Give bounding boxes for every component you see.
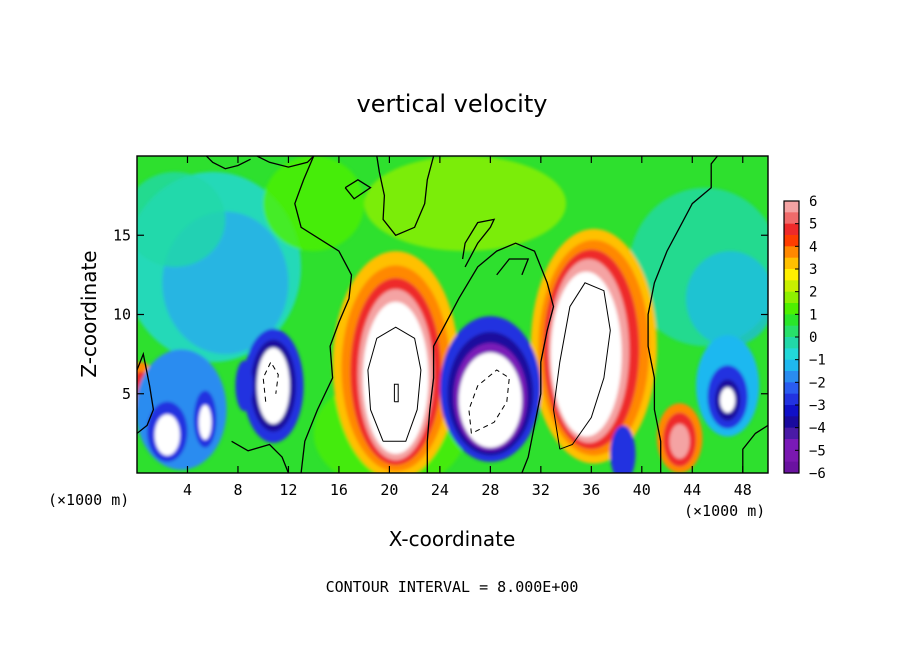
x-tick-label: 40 <box>633 481 651 499</box>
field-lime-zone <box>364 156 567 252</box>
colorbar-label: 6 <box>809 194 817 210</box>
colorbar-label: 0 <box>809 330 817 346</box>
contour-inner-updraft2 <box>552 282 611 450</box>
colorbar-swatch <box>784 450 799 463</box>
downdraft-left3-blue <box>235 360 254 412</box>
colorbar-swatch <box>784 382 799 395</box>
x-axis: 4 8 12 16 20 24 28 32 36 40 44 48 <box>183 156 752 499</box>
colorbar-label: 1 <box>809 307 817 323</box>
colorbar-swatch <box>784 269 799 281</box>
colorbar-label: 2 <box>809 285 817 301</box>
contour-small-top <box>344 179 372 200</box>
colorbar-swatch <box>784 461 799 474</box>
colorbar: 6 5 4 3 2 1 0 −1 −2 −3 −4 −5 −6 <box>783 194 826 482</box>
colorbar-label: −3 <box>809 398 826 414</box>
colorbar-swatch <box>784 359 799 372</box>
colorbar-label: 5 <box>809 217 817 233</box>
downdraft-left2-core <box>198 404 212 440</box>
contour-inner-updraft <box>367 326 422 442</box>
colorbar-swatch <box>784 223 799 236</box>
colorbar-label: −2 <box>809 375 826 391</box>
y-axis: 5 10 15 <box>113 226 768 403</box>
colorbar-swatch <box>784 393 799 406</box>
x-axis-title: X-coordinate <box>389 527 516 551</box>
contour-interval-footer: CONTOUR INTERVAL = 8.000E+00 <box>326 578 579 596</box>
x-tick-label: 20 <box>380 481 398 499</box>
y-tick-label: 5 <box>122 385 131 403</box>
y-tick-label: 10 <box>113 306 131 324</box>
contour-tiny-core <box>393 383 399 403</box>
downdraft-core <box>458 352 522 448</box>
x-tick-label: 12 <box>279 481 297 499</box>
colorbar-swatch <box>784 257 799 270</box>
x-tick-label: 32 <box>532 481 550 499</box>
colorbar-swatch <box>784 314 799 327</box>
x-unit-left: (×1000 m) <box>48 491 129 509</box>
contour-zero-right <box>647 156 719 473</box>
colorbar-swatch <box>784 416 799 429</box>
x-unit-right: (×1000 m) <box>684 502 765 520</box>
colorbar-swatch <box>784 246 799 259</box>
field-light-green <box>263 156 365 252</box>
colorbar-swatch <box>784 212 799 225</box>
colorbar-swatch <box>784 427 799 440</box>
colorbar-label: −5 <box>809 443 826 459</box>
contour-filament <box>461 218 496 268</box>
colorbar-swatch <box>784 371 799 383</box>
colorbar-label: 4 <box>809 239 817 255</box>
colorbar-swatch <box>784 325 799 338</box>
contour-dotted-mid <box>496 258 530 276</box>
contour-top-2 <box>256 156 315 168</box>
x-tick-label: 8 <box>233 481 242 499</box>
x-tick-label: 16 <box>330 481 348 499</box>
y-tick-label: 15 <box>113 226 131 244</box>
colorbar-swatch <box>784 405 799 417</box>
colorbar-swatch <box>784 235 799 247</box>
x-tick-label: 44 <box>683 481 701 499</box>
x-tick-label: 4 <box>183 481 192 499</box>
colorbar-swatch <box>784 291 799 304</box>
colorbar-label: 3 <box>809 262 817 278</box>
colorbar-swatch <box>784 348 799 361</box>
contour-zero-left <box>294 156 353 473</box>
downdraft-left-core <box>154 414 180 456</box>
contour-inner-downdraft <box>468 369 510 434</box>
contour-lines <box>137 156 768 473</box>
x-tick-label: 36 <box>582 481 600 499</box>
y-axis-title: Z-coordinate <box>77 250 101 377</box>
updraft3-pink <box>669 423 690 459</box>
downdraft2-core <box>256 347 290 424</box>
field-teal-zone <box>137 171 226 267</box>
contour-edge-left <box>137 351 155 434</box>
colorbar-swatch <box>784 337 799 349</box>
colorbar-label: −1 <box>809 353 826 369</box>
downdraft3-core <box>720 387 736 413</box>
field-blue-right <box>685 251 768 347</box>
x-tick-label: 24 <box>431 481 449 499</box>
chart-title: vertical velocity <box>357 90 548 118</box>
heatmap-field <box>137 156 768 473</box>
colorbar-label: −6 <box>809 466 826 482</box>
colorbar-swatch <box>784 280 799 293</box>
contour-bottom-right <box>742 424 768 473</box>
x-tick-label: 28 <box>481 481 499 499</box>
colorbar-swatch <box>784 303 799 315</box>
contour-bottom-left <box>231 440 290 473</box>
x-tick-label: 48 <box>734 481 752 499</box>
updraft-core <box>362 301 429 454</box>
colorbar-swatch <box>784 439 799 451</box>
contour-top-left <box>205 156 251 170</box>
downdraft-bottom-blue <box>610 425 636 473</box>
colorbar-label: −4 <box>809 421 826 437</box>
colorbar-swatch <box>784 201 799 213</box>
contour-zero-mid <box>426 242 555 473</box>
contour-top-center <box>376 156 435 237</box>
